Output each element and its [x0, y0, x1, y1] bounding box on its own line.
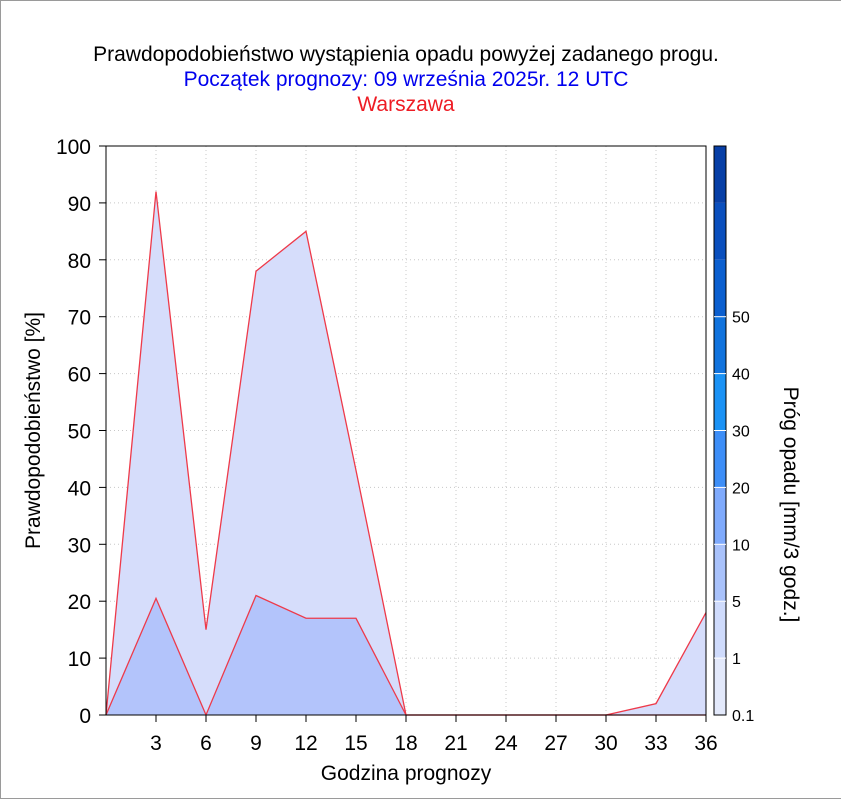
x-axis-ticks: 3 6 9 12 15 18 21 24 27 30 33 36 [150, 715, 718, 755]
colorbar-segment [714, 316, 726, 374]
x-tick-label: 24 [494, 732, 518, 755]
colorbar-segment [714, 373, 726, 431]
x-tick-label: 36 [694, 732, 717, 755]
colorbar-tick-label: 30 [732, 424, 750, 441]
x-axis-label: Godzina prognozy [321, 762, 492, 785]
y-tick-label: 60 [68, 364, 91, 387]
x-tick-label: 12 [294, 732, 317, 755]
colorbar-tick-label: 50 [732, 310, 750, 327]
y-tick-label: 0 [79, 705, 91, 728]
y-tick-label: 10 [68, 648, 91, 671]
y-tick-label: 100 [56, 136, 91, 159]
y-tick-label: 30 [68, 534, 91, 557]
colorbar-segment [714, 146, 726, 203]
x-tick-label: 9 [250, 732, 262, 755]
colorbar-tick-label: 1 [732, 651, 741, 668]
colorbar-segment [714, 601, 726, 659]
x-tick-label: 3 [150, 732, 162, 755]
x-tick-label: 27 [544, 732, 567, 755]
colorbar-segment [714, 487, 726, 545]
area-threshold-1 [106, 595, 706, 715]
y-tick-label: 20 [68, 591, 91, 614]
colorbar-label: Próg opadu [mm/3 godz.] [779, 387, 802, 623]
x-tick-label: 30 [594, 732, 617, 755]
colorbar-segment [714, 544, 726, 602]
colorbar-segment [714, 430, 726, 488]
x-tick-label: 18 [394, 732, 417, 755]
y-tick-label: 50 [68, 421, 91, 444]
colorbar-tick-label: 20 [732, 480, 750, 497]
colorbar-segment [714, 658, 726, 715]
x-tick-label: 6 [200, 732, 212, 755]
y-axis-label: Prawdopodobieństwo [%] [22, 312, 45, 549]
chart-subtitle: Początek prognozy: 09 września 2025r. 12… [183, 68, 629, 91]
colorbar-tick-label: 5 [732, 594, 741, 611]
y-tick-label: 80 [68, 250, 91, 273]
y-axis-ticks: 0 10 20 30 40 50 60 70 80 90 100 [56, 136, 106, 728]
y-tick-label: 70 [68, 307, 91, 330]
y-tick-label: 40 [68, 477, 91, 500]
chart-location: Warszawa [357, 93, 455, 116]
colorbar-tick-label: 40 [732, 367, 750, 384]
colorbar-tick-label: 0.1 [732, 708, 754, 725]
threshold-colorbar: 0.1 1 5 10 20 30 40 50 [713, 145, 754, 725]
colorbar-segment [714, 259, 726, 317]
y-tick-label: 90 [68, 193, 91, 216]
chart-title: Prawdopodobieństwo wystąpienia opadu pow… [93, 43, 719, 66]
colorbar-segment [714, 202, 726, 260]
x-tick-label: 21 [444, 732, 467, 755]
area-threshold-0.1 [106, 191, 706, 715]
x-tick-label: 33 [644, 732, 667, 755]
grid [106, 146, 706, 715]
colorbar-tick-label: 10 [732, 537, 750, 554]
x-tick-label: 15 [344, 732, 367, 755]
